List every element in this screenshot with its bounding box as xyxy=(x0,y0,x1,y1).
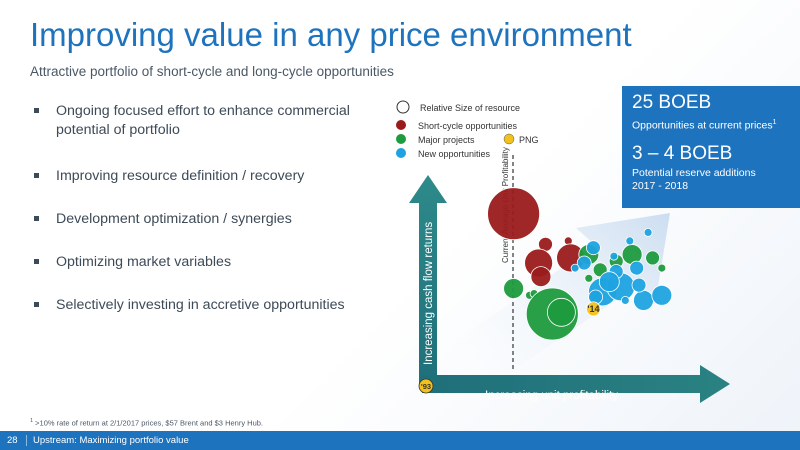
legend-marker-png xyxy=(503,133,515,145)
bubble-new-opportunities xyxy=(629,260,645,276)
callout-label-2-years: 2017 - 2018 xyxy=(632,179,689,192)
callout-label-1-text: Opportunities at current prices xyxy=(632,119,773,132)
bullet-marker xyxy=(34,302,39,307)
footnote: 1 >10% rate of return at 2/1/2017 prices… xyxy=(30,418,263,428)
bubble-new-opportunities xyxy=(625,236,635,246)
page-title: Improving value in any price environment xyxy=(30,16,632,53)
footnote-text: >10% rate of return at 2/1/2017 prices, … xyxy=(33,418,263,428)
footnote-mark: 1 xyxy=(30,418,34,424)
bubble-short-cycle-opportunities xyxy=(487,187,541,241)
bubble-chart: Relative Size of resource Short-cycle op… xyxy=(396,100,730,403)
bubble-new-opportunities xyxy=(585,240,601,256)
x-axis-label: Increasing unit profitability xyxy=(485,390,618,402)
callout-label-2: Potential reserve additions xyxy=(632,166,756,179)
resource-callout-box: 25 BOEB Opportunities at current prices1… xyxy=(622,86,800,208)
footer-section-title: Upstream: Maximizing portfolio value xyxy=(33,435,189,446)
chart-legend: Relative Size of resource Short-cycle op… xyxy=(396,100,539,159)
callout-label-1-footnote-mark: 1 xyxy=(772,119,777,126)
legend-size-title: Relative Size of resource xyxy=(420,103,520,113)
bullet-item: Ongoing focused effort to enhance commer… xyxy=(34,102,356,140)
bullet-marker xyxy=(34,108,39,113)
legend-label-png: PNG xyxy=(519,135,539,145)
bubble-major-projects xyxy=(645,250,661,266)
page-subtitle: Attractive portfolio of short-cycle and … xyxy=(30,64,394,79)
bullet-item: Selectively investing in accretive oppor… xyxy=(34,296,356,315)
bubble-new-opportunities xyxy=(633,289,654,311)
bullet-item: Optimizing market variables xyxy=(34,253,356,272)
bullet-marker xyxy=(34,173,39,178)
page-number: 28 xyxy=(7,435,27,446)
bubble-new-opportunities xyxy=(598,271,620,293)
bullet-marker xyxy=(34,216,39,221)
legend-marker-new xyxy=(396,148,406,158)
x-axis-arrow: Increasing unit profitability xyxy=(422,365,730,403)
bullet-text: Development optimization / synergies xyxy=(56,211,292,227)
callout-value-1: 25 BOEB xyxy=(632,92,712,113)
bubble-new-opportunities xyxy=(620,295,630,305)
bubble-new-opportunities xyxy=(643,227,653,237)
origin-label: '93 xyxy=(421,382,431,391)
legend-marker-major xyxy=(396,134,406,144)
bubble-new-opportunities xyxy=(570,263,580,273)
bullet-marker xyxy=(34,259,39,264)
legend-label-major: Major projects xyxy=(418,135,475,145)
bubble-short-cycle-opportunities xyxy=(530,266,552,288)
legend-label-short-cycle: Short-cycle opportunities xyxy=(418,121,518,131)
bullet-text: Selectively investing in accretive oppor… xyxy=(56,297,345,313)
bullet-text: Optimizing market variables xyxy=(56,254,232,270)
legend-marker-short-cycle xyxy=(396,120,406,130)
bullet-item: Improving resource definition / recovery xyxy=(34,167,356,186)
bubble-new-opportunities xyxy=(609,251,619,261)
origin-marker xyxy=(418,378,434,394)
bubble-major-projects xyxy=(584,273,594,283)
bullet-item: Development optimization / synergies xyxy=(34,210,356,229)
highlight-label: '14 xyxy=(587,304,599,314)
legend-label-new: New opportunities xyxy=(418,149,491,159)
bubble-major-projects xyxy=(657,263,667,273)
bubble-layer xyxy=(487,187,673,341)
legend-size-marker xyxy=(396,100,410,114)
footer-bar: 28 Upstream: Maximizing portfolio value xyxy=(0,431,800,450)
bubble-png xyxy=(585,301,601,317)
bubble-major-projects xyxy=(503,278,525,299)
bubble-new-opportunities xyxy=(631,277,647,293)
callout-value-2: 3 – 4 BOEB xyxy=(632,142,733,164)
y-axis-arrow: Increasing cash flow returns xyxy=(409,175,447,387)
bubble-new-opportunities xyxy=(576,255,592,271)
bullet-text: Ongoing focused effort to enhance commer… xyxy=(56,103,350,138)
bubble-new-opportunities xyxy=(651,284,673,306)
bullet-text: Improving resource definition / recovery xyxy=(56,168,305,184)
callout-label-1: Opportunities at current prices1 xyxy=(632,116,790,133)
y-axis-label: Increasing cash flow returns xyxy=(423,222,435,365)
bubble-major-projects xyxy=(546,297,576,327)
